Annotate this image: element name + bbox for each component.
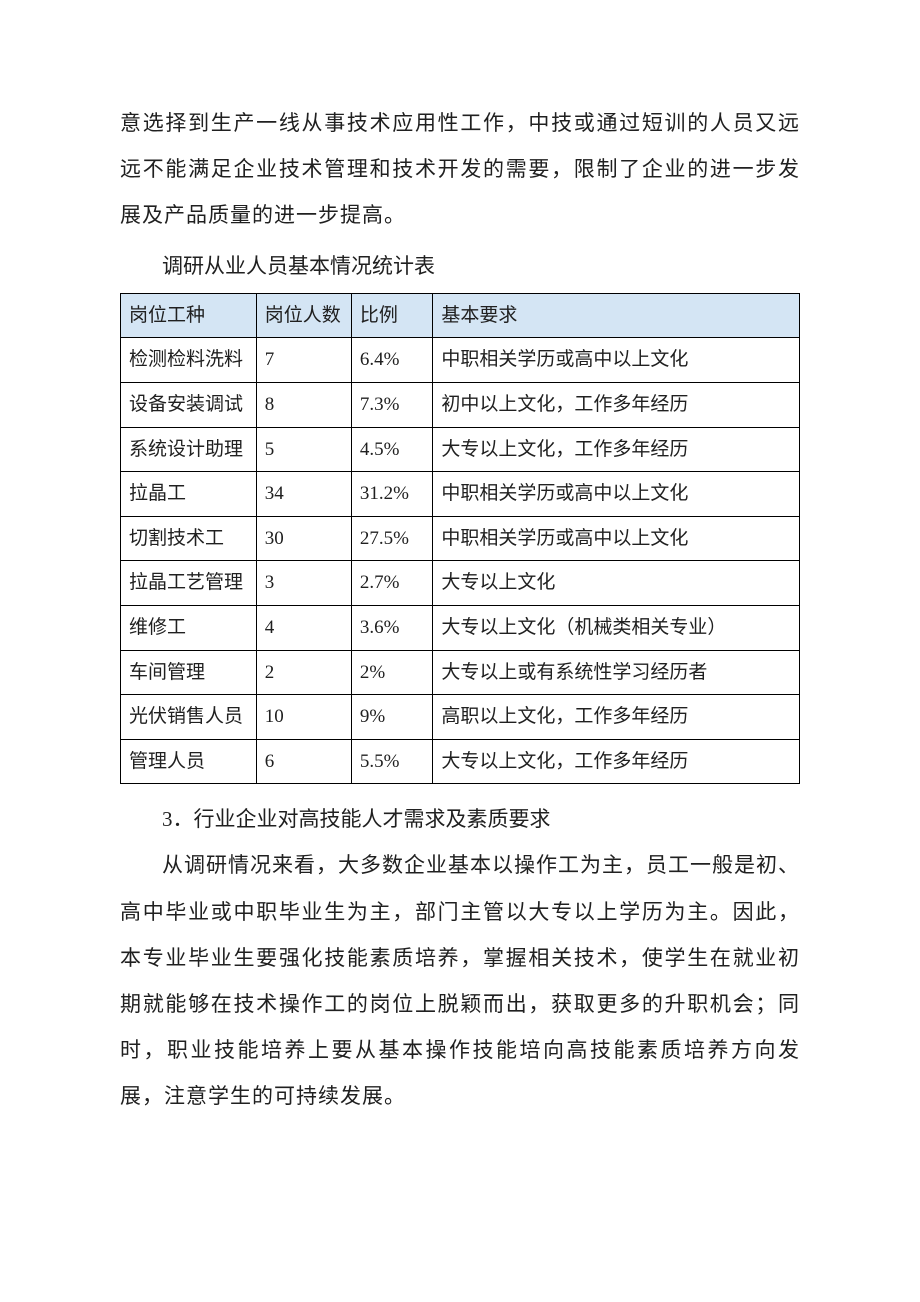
table-row: 系统设计助理 5 4.5% 大专以上文化，工作多年经历 bbox=[121, 427, 800, 472]
col-header-position: 岗位工种 bbox=[121, 293, 257, 338]
table-row: 拉晶工艺管理 3 2.7% 大专以上文化 bbox=[121, 561, 800, 606]
cell-requirement: 中职相关学历或高中以上文化 bbox=[433, 516, 800, 561]
body-paragraph: 从调研情况来看，大多数企业基本以操作工为主，员工一般是初、高中毕业或中职毕业生为… bbox=[120, 842, 800, 1119]
cell-position: 车间管理 bbox=[121, 650, 257, 695]
table-row: 切割技术工 30 27.5% 中职相关学历或高中以上文化 bbox=[121, 516, 800, 561]
cell-position: 拉晶工艺管理 bbox=[121, 561, 257, 606]
cell-requirement: 大专以上文化（机械类相关专业） bbox=[433, 605, 800, 650]
col-header-requirement: 基本要求 bbox=[433, 293, 800, 338]
cell-position: 拉晶工 bbox=[121, 472, 257, 517]
cell-requirement: 大专以上文化，工作多年经历 bbox=[433, 739, 800, 784]
cell-ratio: 2% bbox=[351, 650, 432, 695]
personnel-table: 岗位工种 岗位人数 比例 基本要求 检测检料洗料 7 6.4% 中职相关学历或高… bbox=[120, 293, 800, 785]
cell-count: 34 bbox=[256, 472, 351, 517]
cell-count: 3 bbox=[256, 561, 351, 606]
cell-requirement: 初中以上文化，工作多年经历 bbox=[433, 382, 800, 427]
section-heading: 3．行业企业对高技能人才需求及素质要求 bbox=[120, 796, 800, 842]
cell-ratio: 9% bbox=[351, 695, 432, 740]
cell-position: 管理人员 bbox=[121, 739, 257, 784]
table-row: 管理人员 6 5.5% 大专以上文化，工作多年经历 bbox=[121, 739, 800, 784]
cell-requirement: 中职相关学历或高中以上文化 bbox=[433, 472, 800, 517]
cell-position: 切割技术工 bbox=[121, 516, 257, 561]
col-header-count: 岗位人数 bbox=[256, 293, 351, 338]
cell-count: 8 bbox=[256, 382, 351, 427]
cell-count: 2 bbox=[256, 650, 351, 695]
cell-requirement: 中职相关学历或高中以上文化 bbox=[433, 338, 800, 383]
cell-count: 10 bbox=[256, 695, 351, 740]
cell-position: 维修工 bbox=[121, 605, 257, 650]
cell-position: 系统设计助理 bbox=[121, 427, 257, 472]
cell-count: 7 bbox=[256, 338, 351, 383]
table-row: 拉晶工 34 31.2% 中职相关学历或高中以上文化 bbox=[121, 472, 800, 517]
cell-count: 30 bbox=[256, 516, 351, 561]
table-row: 维修工 4 3.6% 大专以上文化（机械类相关专业） bbox=[121, 605, 800, 650]
cell-ratio: 4.5% bbox=[351, 427, 432, 472]
cell-ratio: 5.5% bbox=[351, 739, 432, 784]
cell-position: 光伏销售人员 bbox=[121, 695, 257, 740]
cell-position: 检测检料洗料 bbox=[121, 338, 257, 383]
cell-position: 设备安装调试 bbox=[121, 382, 257, 427]
cell-ratio: 7.3% bbox=[351, 382, 432, 427]
table-row: 设备安装调试 8 7.3% 初中以上文化，工作多年经历 bbox=[121, 382, 800, 427]
cell-ratio: 31.2% bbox=[351, 472, 432, 517]
cell-requirement: 高职以上文化，工作多年经历 bbox=[433, 695, 800, 740]
intro-paragraph: 意选择到生产一线从事技术应用性工作，中技或通过短训的人员又远远不能满足企业技术管… bbox=[120, 100, 800, 239]
cell-requirement: 大专以上文化，工作多年经历 bbox=[433, 427, 800, 472]
cell-count: 6 bbox=[256, 739, 351, 784]
cell-ratio: 27.5% bbox=[351, 516, 432, 561]
table-row: 检测检料洗料 7 6.4% 中职相关学历或高中以上文化 bbox=[121, 338, 800, 383]
cell-ratio: 2.7% bbox=[351, 561, 432, 606]
cell-ratio: 3.6% bbox=[351, 605, 432, 650]
cell-count: 5 bbox=[256, 427, 351, 472]
table-caption: 调研从业人员基本情况统计表 bbox=[120, 243, 800, 289]
cell-requirement: 大专以上或有系统性学习经历者 bbox=[433, 650, 800, 695]
table-row: 车间管理 2 2% 大专以上或有系统性学习经历者 bbox=[121, 650, 800, 695]
col-header-ratio: 比例 bbox=[351, 293, 432, 338]
table-row: 光伏销售人员 10 9% 高职以上文化，工作多年经历 bbox=[121, 695, 800, 740]
cell-ratio: 6.4% bbox=[351, 338, 432, 383]
cell-count: 4 bbox=[256, 605, 351, 650]
cell-requirement: 大专以上文化 bbox=[433, 561, 800, 606]
table-header-row: 岗位工种 岗位人数 比例 基本要求 bbox=[121, 293, 800, 338]
table-body: 检测检料洗料 7 6.4% 中职相关学历或高中以上文化 设备安装调试 8 7.3… bbox=[121, 338, 800, 784]
